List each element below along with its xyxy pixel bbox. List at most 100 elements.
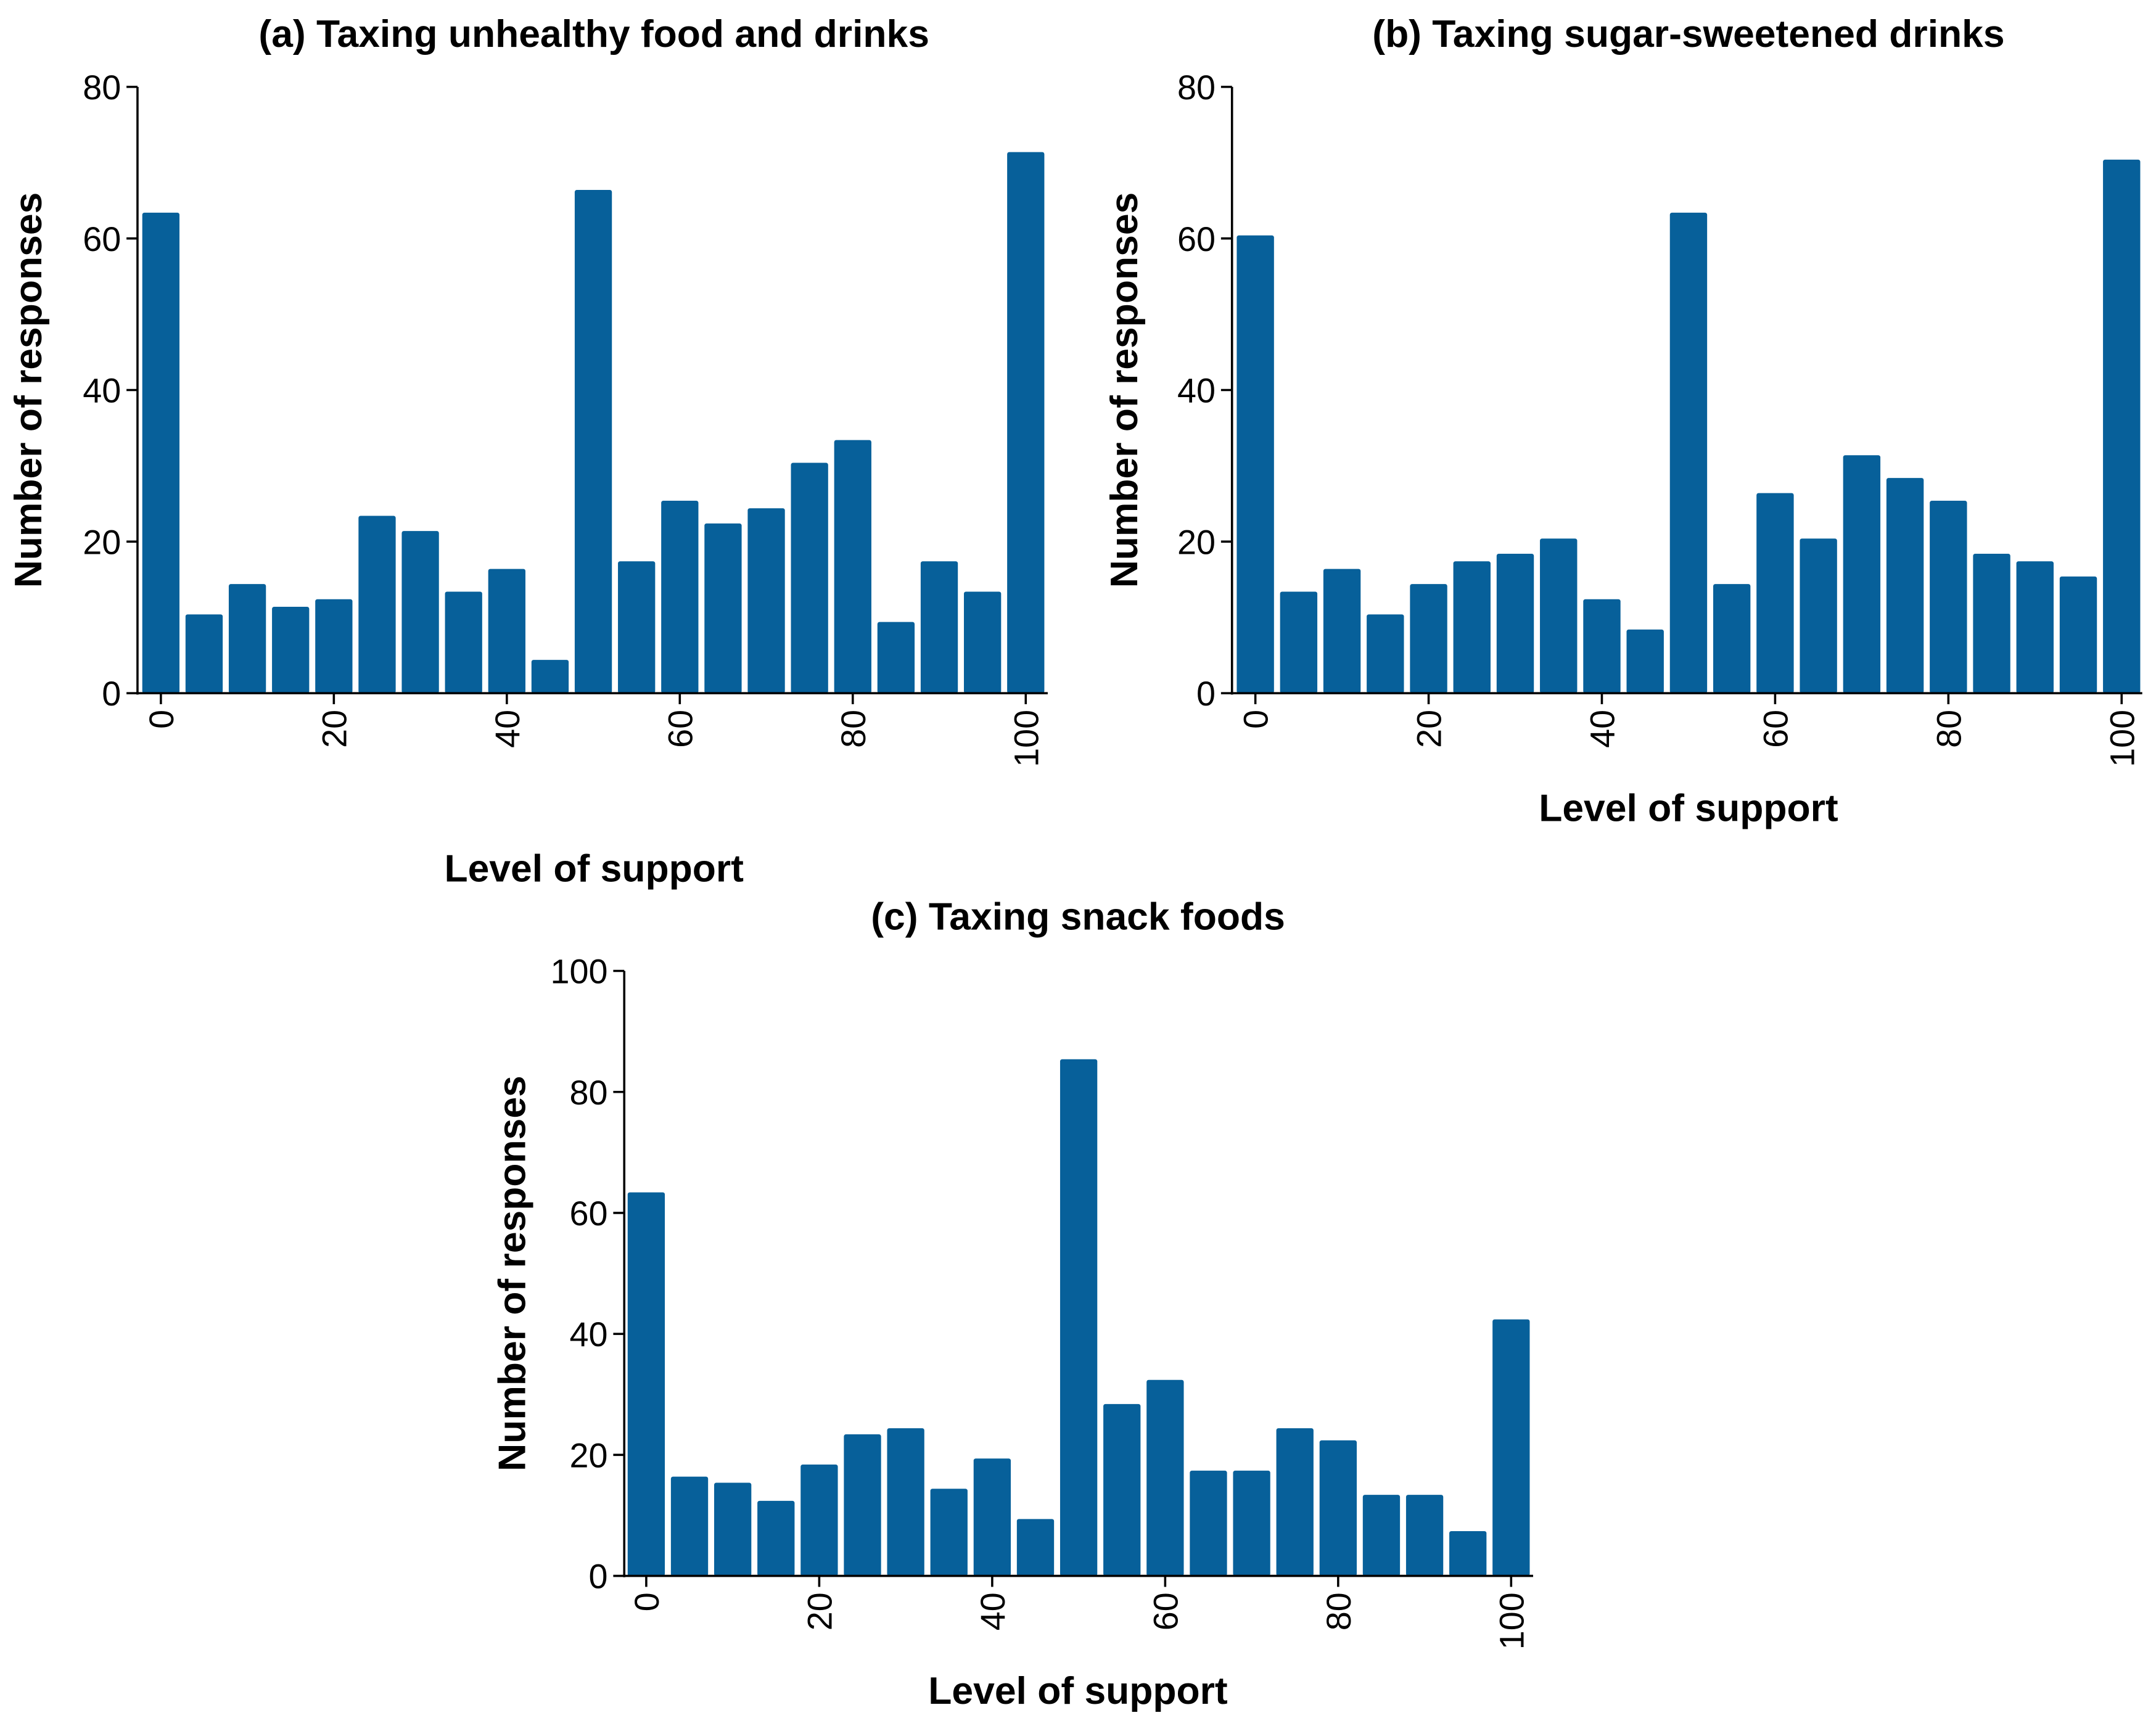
- bar: [2103, 159, 2141, 694]
- x-tick-label: 80: [834, 710, 873, 748]
- bar: [1756, 493, 1794, 694]
- bar: [964, 591, 1002, 694]
- bar: [2016, 561, 2054, 694]
- bar: [531, 660, 569, 694]
- bar: [1410, 584, 1447, 694]
- bar: [1800, 538, 1837, 694]
- bar: [1886, 478, 1924, 694]
- bar: [272, 607, 310, 694]
- x-tick-label: 0: [142, 710, 181, 729]
- x-tick-label: 80: [1930, 710, 1968, 748]
- y-tick-label: 0: [588, 1558, 607, 1596]
- bar: [1007, 152, 1045, 694]
- x-tick-label: 40: [488, 710, 527, 748]
- bar: [1492, 1319, 1530, 1576]
- x-axis-label: Level of support: [928, 1669, 1228, 1712]
- y-axis-label: Number of responses: [7, 192, 50, 588]
- bar: [800, 1465, 838, 1576]
- bar: [445, 591, 482, 694]
- x-tick-label: 20: [315, 710, 353, 748]
- bar: [1016, 1519, 1055, 1576]
- y-tick-label: 0: [1196, 675, 1216, 713]
- bar: [1146, 1379, 1184, 1576]
- bar: [1236, 235, 1274, 694]
- y-axis-label: Number of responses: [1103, 192, 1146, 588]
- bar: [844, 1434, 881, 1576]
- x-tick-label: 60: [661, 710, 699, 748]
- bar: [1973, 553, 2010, 694]
- bar: [574, 190, 612, 694]
- x-tick-label: 60: [1756, 710, 1795, 748]
- y-tick-label: 80: [83, 68, 121, 107]
- chart-title: (a) Taxing unhealthy food and drinks: [258, 12, 929, 55]
- bar: [1496, 553, 1534, 694]
- chart-panel-b: 0 20 40 60 80 0 20 40 60 80 100 (b) Taxing sugar-sw…: [1103, 12, 2142, 829]
- bar: [973, 1458, 1011, 1576]
- bar: [1405, 1495, 1444, 1576]
- bar: [1190, 1470, 1227, 1576]
- bar: [618, 561, 656, 694]
- bar: [1669, 212, 1708, 694]
- bar: [887, 1428, 924, 1576]
- bar: [1323, 569, 1361, 694]
- bar: [1280, 591, 1318, 694]
- bar: [358, 516, 396, 694]
- bar: [877, 622, 915, 694]
- bar: [1930, 500, 1967, 694]
- x-tick-label: 100: [1007, 710, 1045, 767]
- y-tick-label: 60: [569, 1194, 607, 1233]
- y-tick-label: 40: [1177, 372, 1216, 410]
- bar: [747, 508, 785, 694]
- y-tick-label: 0: [102, 675, 121, 713]
- x-tick-label: 40: [1584, 710, 1622, 748]
- bar: [1059, 1059, 1098, 1576]
- y-tick-label: 60: [1177, 220, 1216, 258]
- bar: [1362, 1495, 1401, 1576]
- y-tick-label: 40: [83, 372, 121, 410]
- bar: [142, 212, 180, 694]
- y-tick-label: 20: [83, 523, 121, 561]
- bar: [1449, 1531, 1487, 1576]
- bar: [1713, 584, 1751, 694]
- bar: [1367, 614, 1404, 694]
- y-tick-label: 80: [569, 1074, 607, 1112]
- x-tick-label: 80: [1320, 1592, 1358, 1630]
- bar: [1583, 599, 1621, 694]
- x-tick-label: 60: [1146, 1592, 1185, 1630]
- x-tick-label: 40: [974, 1592, 1012, 1630]
- x-axis-label: Level of support: [444, 847, 744, 890]
- bar: [920, 561, 958, 694]
- y-tick-label: 60: [83, 220, 121, 258]
- bar: [315, 599, 353, 694]
- x-tick-label: 20: [1410, 710, 1449, 748]
- bar: [791, 462, 828, 694]
- chart-panel-c: 0 20 40 60 80 100 0 20 40 60 80 100 (c) Taxing snack…: [491, 895, 1533, 1712]
- chart-panel-a: 0 20 40 60 80 0 20 40 60 80 100 (a) Taxing unhealth…: [7, 12, 1048, 890]
- bar: [757, 1500, 795, 1576]
- bar: [1453, 561, 1491, 694]
- bar: [1319, 1440, 1357, 1576]
- y-tick-label: 40: [569, 1315, 607, 1354]
- chart-title: (c) Taxing snack foods: [871, 895, 1285, 939]
- y-tick-label: 80: [1177, 68, 1216, 107]
- bar: [1103, 1403, 1141, 1576]
- bar: [488, 569, 525, 694]
- bar: [1276, 1428, 1314, 1576]
- bar: [1843, 455, 1881, 694]
- x-tick-label: 100: [2103, 710, 2141, 767]
- bar: [1626, 629, 1664, 694]
- x-axis-label: Level of support: [1539, 786, 1838, 829]
- chart-title: (b) Taxing sugar-sweetened drinks: [1372, 12, 2004, 55]
- bar: [930, 1489, 968, 1576]
- bar: [401, 531, 439, 694]
- bar: [670, 1476, 709, 1576]
- bar: [661, 500, 699, 694]
- bar: [704, 523, 742, 694]
- x-tick-label: 100: [1492, 1592, 1531, 1650]
- y-tick-label: 100: [551, 953, 608, 991]
- bar: [714, 1482, 752, 1576]
- bar: [627, 1192, 665, 1576]
- x-tick-label: 0: [1237, 710, 1275, 729]
- y-tick-label: 20: [1177, 523, 1216, 561]
